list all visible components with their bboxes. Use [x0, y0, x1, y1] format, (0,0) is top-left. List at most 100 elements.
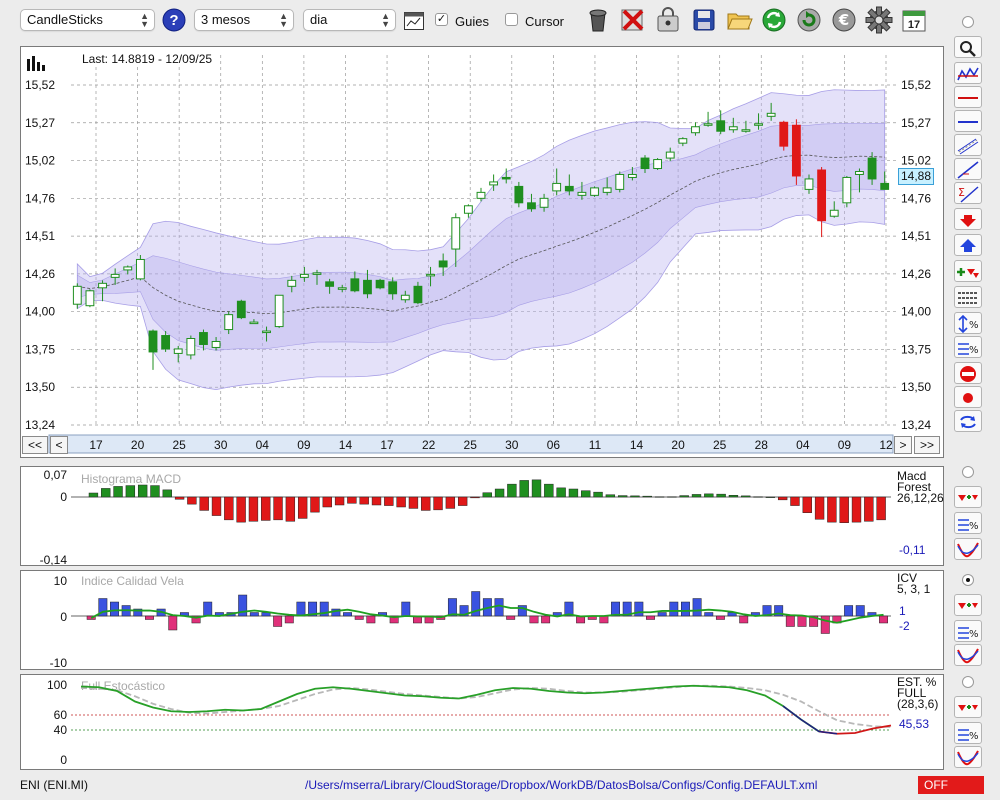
candle [98, 282, 107, 289]
macd-bar [864, 496, 874, 522]
sync-button[interactable] [954, 410, 982, 432]
candle [640, 157, 650, 170]
fibonacci-button[interactable]: Σ [954, 182, 982, 204]
macd-bar [273, 496, 283, 521]
panel-radio-macd[interactable] [962, 466, 974, 478]
date-tick-label: 20 [131, 438, 145, 452]
guides-checkbox[interactable]: ✓ [435, 13, 448, 26]
macd-bar [150, 485, 160, 498]
record-button[interactable] [954, 386, 982, 408]
macd-levels-button[interactable]: % [954, 512, 982, 534]
sigma-line-icon: Σ [958, 186, 979, 203]
candle [716, 120, 726, 132]
macd-bar [297, 496, 308, 519]
stochastic-panel[interactable]: Full Estocástico 100 60 40 0 EST. % FULL (2… [20, 674, 944, 770]
nav-first-button[interactable]: << [22, 436, 48, 454]
period-select[interactable]: 3 mesos ▲ ▼ [194, 9, 294, 31]
horizontal-line-red-button[interactable] [954, 86, 982, 108]
stochastic-curve-button[interactable] [954, 746, 982, 768]
icv-panel[interactable]: Indice Calidad Vela 10 0 -10 ICV 5, 3, 1 1… [20, 570, 944, 670]
gear-icon[interactable] [865, 6, 893, 34]
refresh-icon[interactable] [760, 6, 788, 34]
icv-bar [296, 601, 306, 617]
lock-icon[interactable] [654, 6, 682, 34]
indicator-overlay-button[interactable] [954, 62, 982, 84]
period-value: 3 mesos [201, 12, 251, 27]
stochastic-name-2: FULL [897, 686, 927, 700]
icv-signals-button[interactable] [954, 594, 982, 616]
panel-radio-stochastic[interactable] [962, 676, 974, 688]
trendline-button[interactable] [954, 158, 982, 180]
price-chart-panel[interactable]: 15,52 15,52 15,27 15,27 15,02 15,02 14,76 14,76… [20, 46, 944, 458]
macd-bar [691, 494, 702, 498]
candle [249, 321, 259, 325]
icv-bar [459, 605, 469, 617]
macd-signals-button[interactable] [954, 486, 982, 508]
panel-radio-main[interactable] [962, 16, 974, 28]
icv-params: 5, 3, 1 [897, 582, 931, 596]
cursor-checkbox[interactable] [505, 13, 518, 26]
panel-radio-icv[interactable] [962, 574, 974, 586]
sell-signal-button[interactable] [954, 208, 982, 230]
price-chart[interactable]: 15,52 15,52 15,27 15,27 15,02 15,02 14,76 14,76… [21, 47, 943, 457]
horizontal-line-blue-button[interactable] [954, 110, 982, 132]
open-folder-icon[interactable] [725, 6, 753, 34]
candles [72, 102, 890, 370]
stop-button[interactable] [954, 362, 982, 384]
grid-lines-button[interactable] [954, 286, 982, 308]
candle [299, 273, 309, 278]
stochastic-signals-button[interactable] [954, 696, 982, 718]
macd-bar [137, 484, 148, 498]
macd-chart[interactable]: Histograma MACD 0,07 0 -0,14 [21, 467, 943, 565]
trash-icon[interactable] [584, 6, 612, 34]
macd-curve-button[interactable] [954, 538, 982, 560]
price-tick-label-right: 15,27 [901, 116, 931, 130]
delete-icon[interactable] [619, 6, 647, 34]
candle [337, 287, 347, 290]
zoom-button[interactable] [954, 36, 982, 58]
date-tick-label: 25 [172, 438, 186, 452]
buy-signal-button[interactable] [954, 234, 982, 256]
volume-bars-icon[interactable] [27, 55, 47, 74]
interval-select[interactable]: dia ▲ ▼ [303, 9, 396, 31]
macd-bar [224, 496, 234, 521]
percent-lines-button[interactable]: % [954, 336, 982, 358]
candle [489, 181, 499, 186]
channel-button[interactable] [954, 134, 982, 156]
macd-bar [125, 485, 136, 498]
nav-prev-button[interactable]: < [50, 436, 68, 454]
euro-icon[interactable]: € [830, 6, 858, 34]
calendar-icon[interactable]: 17 [900, 6, 928, 34]
scale-percent-button[interactable]: % [954, 312, 982, 334]
svg-text:%: % [969, 320, 979, 331]
macd-panel[interactable]: Histograma MACD 0,07 0 -0,14 Macd Forest 2… [20, 466, 944, 566]
macd-bar [359, 496, 369, 505]
icv-y-axis: 10 0 -10 [50, 574, 68, 669]
nav-last-button[interactable]: >> [914, 436, 940, 454]
icv-bar [98, 598, 108, 617]
icv-bar [471, 591, 481, 617]
config-path-link[interactable]: /Users/mserra/Library/CloudStorage/Dropb… [305, 778, 818, 792]
save-icon[interactable] [690, 6, 718, 34]
macd-bar [531, 479, 542, 498]
nav-next-button[interactable]: > [894, 436, 912, 454]
reload-icon[interactable] [795, 6, 823, 34]
price-tick-label-right: 13,24 [901, 418, 931, 432]
chart-window-icon[interactable] [404, 12, 424, 30]
price-tick-label-right: 14,51 [901, 229, 931, 243]
icv-chart[interactable]: Indice Calidad Vela 10 0 -10 [21, 571, 943, 669]
stochastic-value: 45,53 [899, 717, 930, 731]
icv-curve-button[interactable] [954, 644, 982, 666]
icv-levels-button[interactable]: % [954, 620, 982, 642]
help-icon[interactable]: ? [162, 8, 186, 32]
off-button[interactable]: OFF [918, 776, 984, 794]
chart-type-select[interactable]: CandleSticks ▲ ▼ [20, 9, 155, 31]
candle [388, 281, 398, 295]
stochastic-levels-button[interactable]: % [954, 722, 982, 744]
icv-bar [797, 615, 807, 627]
icv-bar [389, 615, 399, 624]
add-signals-button[interactable] [954, 260, 982, 282]
price-tick-label-left: 15,02 [25, 154, 55, 168]
